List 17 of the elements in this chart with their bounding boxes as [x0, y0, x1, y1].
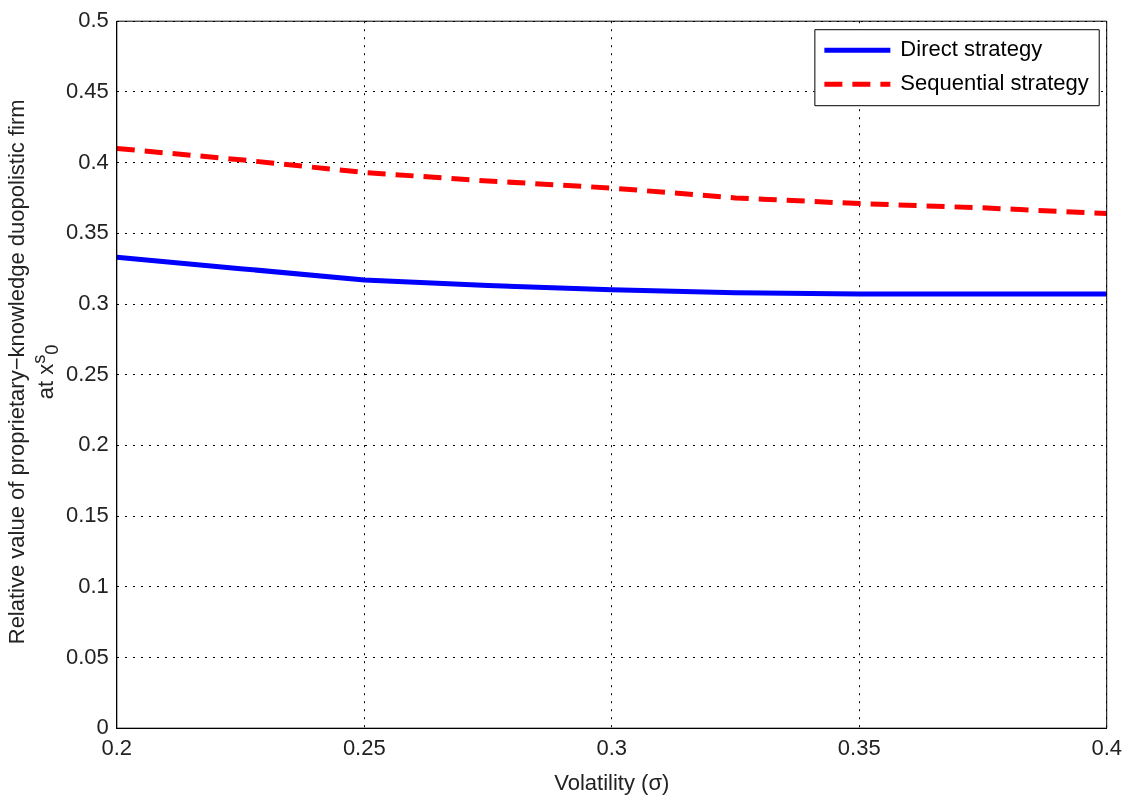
y-tick-label: 0.4	[78, 148, 109, 174]
legend-label: Sequential strategy	[900, 70, 1089, 96]
y-tick-label: 0.15	[65, 502, 109, 528]
y-tick-label: 0.3	[78, 290, 109, 316]
y-tick-label: 0.05	[65, 643, 109, 669]
legend-label: Direct strategy	[900, 36, 1043, 62]
y-tick-label: 0.2	[78, 431, 109, 457]
y-tick-label: 0.35	[65, 219, 109, 245]
x-axis-title: Volatility (σ)	[554, 769, 670, 795]
x-tick-label: 0.35	[837, 735, 881, 761]
y-tick-label: 0.1	[78, 572, 109, 598]
x-tick-label: 0.3	[596, 735, 628, 761]
x-tick-label: 0.25	[342, 735, 386, 761]
y-tick-label: 0.5	[78, 7, 109, 33]
y-tick-label: 0.25	[65, 360, 109, 386]
y-tick-label: 0.45	[65, 77, 109, 103]
x-tick-label: 0.4	[1091, 735, 1123, 761]
